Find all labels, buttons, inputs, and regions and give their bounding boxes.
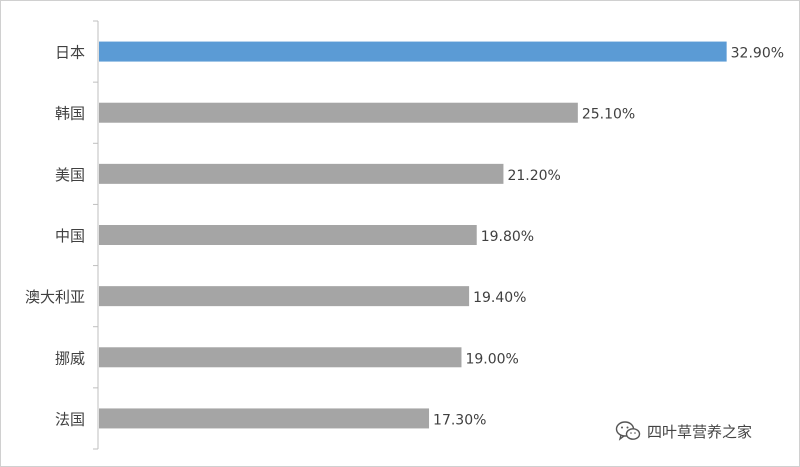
category-label: 挪威	[55, 349, 85, 367]
data-label: 25.10%	[582, 107, 635, 123]
data-label: 19.80%	[481, 229, 534, 245]
watermark-text: 四叶草营养之家	[647, 422, 753, 441]
bar	[99, 41, 727, 62]
data-label: 32.90%	[731, 46, 784, 62]
data-label: 17.30%	[433, 412, 486, 428]
bar	[99, 286, 470, 307]
category-label: 日本	[55, 44, 85, 62]
watermark: 四叶草营养之家	[615, 420, 752, 442]
category-label: 美国	[55, 166, 85, 184]
data-label: 19.00%	[465, 351, 518, 367]
bar	[99, 347, 462, 368]
category-label: 韩国	[55, 105, 85, 123]
category-label: 法国	[55, 410, 85, 428]
category-label: 中国	[55, 227, 85, 245]
bar	[99, 225, 477, 245]
data-label: 21.20%	[507, 168, 560, 184]
bar	[99, 102, 578, 123]
bar	[99, 163, 504, 184]
category-label: 澳大利亚	[25, 288, 85, 306]
wechat-icon	[615, 421, 641, 441]
data-label: 19.40%	[473, 290, 526, 306]
bar	[99, 408, 430, 429]
